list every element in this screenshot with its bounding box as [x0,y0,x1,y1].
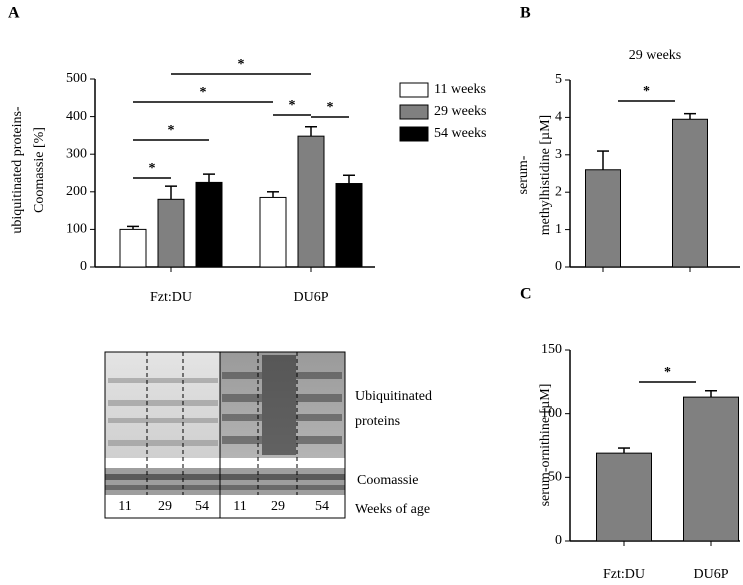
lane-label: 29 [271,499,285,514]
legend-label: 11 weeks [434,82,486,97]
x-tick-label: Fzt:DU [603,567,645,582]
y-tick-label: 200 [66,184,87,199]
y-axis-label: methylhistidine [µM] [538,115,553,235]
lane-label: 11 [233,499,246,514]
bar [259,196,287,268]
y-tick-label: 100 [66,222,87,237]
significance-label: * [149,161,156,176]
lane-label: 29 [158,499,172,514]
y-axis-label: serum- [516,155,531,194]
bar [596,452,652,542]
coomassie-band [105,485,345,490]
blot-label: Coomassie [357,473,418,488]
x-tick-label: DU6P [693,567,728,582]
blot-label: Weeks of age [355,502,430,517]
y-tick-label: 3 [555,147,562,162]
western-blot [104,351,346,519]
y-tick-label: 4 [555,110,562,125]
coomassie-strip [105,468,345,495]
y-tick-label: 0 [80,259,87,274]
y-tick-label: 5 [555,72,562,87]
legend-swatch [399,104,429,120]
significance-label: * [168,123,175,138]
significance-label: * [238,57,245,72]
lane-dividers [146,352,298,495]
y-tick-label: 300 [66,146,87,161]
x-tick-label: Fzt:DU [150,290,192,305]
legend-swatch [399,82,429,98]
significance-label: * [664,365,671,380]
significance-label: * [200,85,207,100]
blot-label: Ubiquitinated [355,389,432,404]
bar [195,181,223,268]
y-tick-label: 2 [555,184,562,199]
bar [672,118,708,268]
panel-label: C [520,286,532,303]
y-axis-label: ubiquitinated proteins- [10,106,25,233]
x-tick-label: DU6P [293,290,328,305]
y-tick-label: 0 [555,533,562,548]
y-axis-label: Coomassie [%] [32,127,47,213]
legend-label: 54 weeks [434,126,487,141]
legend-label: 29 weeks [434,104,487,119]
significance-label: * [327,100,334,115]
significance-label: * [289,98,296,113]
bar [297,135,325,268]
y-tick-label: 150 [541,342,562,357]
bar [683,396,739,542]
blot-label: proteins [355,414,400,429]
chart-subtitle: 29 weeks [629,48,682,63]
legend-swatch [399,126,429,142]
blot-bands [108,355,342,455]
y-tick-label: 50 [548,470,562,485]
y-tick-label: 0 [555,259,562,274]
y-tick-label: 1 [555,222,562,237]
panel-label: B [520,5,531,22]
bar [119,228,147,268]
lane-label: 54 [195,499,209,514]
y-tick-label: 100 [541,406,562,421]
coomassie-band [105,474,345,480]
bar [585,169,621,268]
bar [157,198,185,268]
panel-label: A [8,5,20,22]
bar [335,183,363,268]
y-axis-label: serum-ornithine [µM] [538,384,553,507]
y-tick-label: 500 [66,71,87,86]
significance-label: * [643,84,650,99]
y-tick-label: 400 [66,109,87,124]
blot-frame [104,351,346,519]
lane-label: 11 [118,499,131,514]
lane-label: 54 [315,499,329,514]
